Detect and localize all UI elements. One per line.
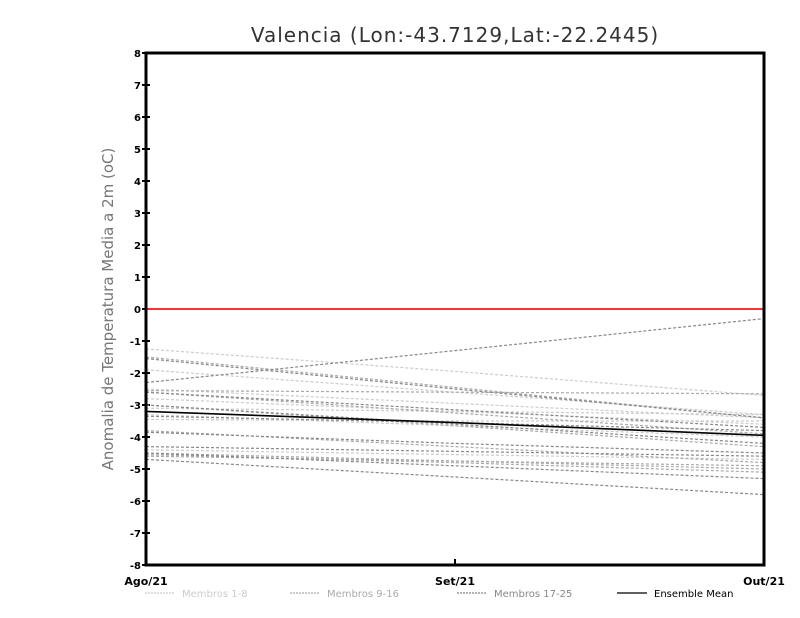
series-line-membros-1-8-6 bbox=[145, 414, 765, 438]
series-line-membros-9-16-6 bbox=[145, 454, 765, 473]
legend-label: Membros 9-16 bbox=[327, 589, 399, 600]
series-line-membros-9-16-7 bbox=[145, 455, 765, 467]
series-line-membros-1-8-4 bbox=[145, 398, 765, 425]
y-tick-label: -4 bbox=[130, 433, 141, 444]
series-line-membros-17-25-5 bbox=[145, 446, 765, 457]
series-line-membros-9-16-8 bbox=[145, 390, 765, 395]
y-tick-label: -8 bbox=[130, 561, 141, 572]
y-tick-label: 3 bbox=[134, 209, 141, 220]
legend-label: Membros 1-8 bbox=[182, 589, 248, 600]
series-line-membros-17-25-1 bbox=[145, 318, 765, 384]
series-line-membros-9-16-2 bbox=[145, 391, 765, 435]
series-line-membros-1-8-2 bbox=[145, 369, 765, 416]
y-tick-label: 5 bbox=[134, 145, 141, 156]
y-tick-label: -6 bbox=[130, 497, 141, 508]
series-line-membros-17-25-9 bbox=[145, 415, 765, 432]
y-tick-label: -1 bbox=[130, 337, 141, 348]
series-line-ensemble-mean-1 bbox=[145, 410, 765, 437]
y-axis-label: Anomalia de Temperatura Media a 2m (oC) bbox=[99, 148, 117, 471]
y-tick-label: 2 bbox=[134, 241, 141, 252]
series-line-membros-17-25-6 bbox=[145, 452, 765, 480]
chart-title: Valencia (Lon:-43.7129,Lat:-22.2445) bbox=[251, 23, 659, 47]
series-line-membros-1-8-5 bbox=[145, 407, 765, 416]
series-line-membros-17-25-8 bbox=[145, 391, 765, 428]
x-tick-label: Set/21 bbox=[435, 575, 475, 588]
y-tick-label: 8 bbox=[134, 49, 141, 60]
y-tick-label: -7 bbox=[130, 529, 141, 540]
series-line-membros-17-25-3 bbox=[145, 404, 765, 444]
series-line-membros-1-8-1 bbox=[145, 348, 765, 396]
x-tick-label: Ago/21 bbox=[124, 575, 167, 588]
y-tick-label: 0 bbox=[134, 305, 141, 316]
series-line-membros-9-16-4 bbox=[145, 430, 765, 464]
plot-frame bbox=[144, 51, 766, 567]
series-line-membros-9-16-5 bbox=[145, 452, 765, 470]
y-tick-label: -3 bbox=[130, 401, 141, 412]
x-tick-label: Out/21 bbox=[743, 575, 785, 588]
legend-label: Membros 17-25 bbox=[494, 589, 572, 600]
y-tick-label: -2 bbox=[130, 369, 141, 380]
y-tick-label: 4 bbox=[134, 177, 141, 188]
y-tick-label: 7 bbox=[134, 81, 141, 92]
y-tick-label: 6 bbox=[134, 113, 141, 124]
legend-label: Ensemble Mean bbox=[654, 589, 733, 600]
y-tick-label: -5 bbox=[130, 465, 141, 476]
series-line-membros-9-16-3 bbox=[145, 404, 765, 448]
y-tick-label: 1 bbox=[134, 273, 141, 284]
series-line-membros-17-25-2 bbox=[145, 358, 765, 419]
series-line-membros-17-25-7 bbox=[145, 458, 765, 496]
series-line-membros-17-25-4 bbox=[145, 431, 765, 454]
